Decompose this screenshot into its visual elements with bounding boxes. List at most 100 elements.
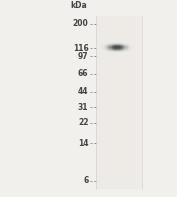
Bar	[122, 44, 123, 45]
Bar	[131, 48, 132, 49]
Bar	[106, 49, 107, 50]
Bar	[122, 52, 123, 53]
Bar	[129, 42, 130, 43]
Bar	[110, 47, 112, 48]
Bar	[135, 49, 136, 50]
Bar	[113, 43, 114, 44]
Bar	[106, 40, 107, 41]
Bar	[125, 52, 127, 53]
Bar	[121, 52, 122, 53]
Bar	[119, 46, 120, 47]
Bar	[127, 45, 128, 46]
Bar	[124, 53, 125, 54]
Bar	[134, 46, 135, 47]
Bar	[105, 40, 106, 41]
Bar	[114, 51, 115, 52]
Bar	[130, 53, 131, 54]
Bar	[99, 47, 100, 48]
Bar	[128, 45, 129, 46]
Bar	[100, 48, 101, 49]
Bar	[114, 54, 115, 55]
Bar	[129, 46, 130, 47]
Bar	[109, 53, 110, 54]
Bar	[115, 50, 116, 51]
Bar	[120, 47, 121, 48]
Bar	[136, 46, 137, 47]
Bar	[129, 49, 130, 50]
Bar	[130, 50, 131, 51]
Bar	[96, 47, 97, 48]
Bar	[108, 51, 109, 52]
Bar	[131, 49, 132, 50]
Bar	[100, 47, 101, 48]
Bar	[123, 45, 124, 46]
Bar	[135, 50, 136, 51]
Bar	[132, 44, 133, 45]
Bar	[125, 44, 127, 45]
Bar	[106, 47, 107, 48]
Bar	[131, 52, 132, 53]
Bar	[101, 50, 102, 51]
Bar	[137, 49, 138, 50]
Bar	[106, 52, 107, 53]
Bar	[139, 47, 141, 48]
Bar	[115, 42, 116, 43]
Bar	[101, 42, 102, 43]
Bar	[109, 52, 110, 53]
Bar	[121, 44, 122, 45]
Bar	[132, 46, 133, 47]
Bar	[128, 42, 129, 43]
Bar	[105, 41, 106, 42]
Bar	[102, 42, 104, 43]
Bar	[108, 52, 109, 53]
Bar	[124, 50, 125, 51]
Bar	[114, 47, 115, 48]
Bar	[118, 54, 119, 55]
Bar	[121, 40, 122, 41]
Bar	[101, 44, 102, 45]
Bar	[114, 40, 115, 41]
Bar	[136, 45, 137, 46]
Bar	[134, 49, 135, 50]
Bar	[104, 43, 105, 44]
Bar	[118, 44, 119, 45]
Bar	[99, 43, 100, 44]
Bar	[115, 46, 116, 47]
Bar	[118, 49, 119, 50]
Bar	[121, 51, 122, 52]
Bar	[115, 54, 116, 55]
Bar	[120, 49, 121, 50]
Bar	[122, 54, 123, 55]
Bar	[113, 51, 114, 52]
Bar	[130, 51, 131, 52]
Bar	[99, 42, 100, 43]
Bar	[102, 44, 104, 45]
Bar	[113, 45, 114, 46]
Bar	[122, 47, 123, 48]
Bar	[118, 48, 119, 49]
Bar	[121, 41, 122, 42]
Bar	[114, 43, 115, 44]
Bar	[128, 48, 129, 49]
Bar	[101, 49, 102, 50]
Bar	[124, 49, 125, 50]
Text: 200: 200	[73, 20, 88, 28]
Bar	[107, 54, 108, 55]
Bar	[102, 43, 104, 44]
Bar	[112, 52, 113, 53]
Bar	[115, 44, 116, 45]
Bar	[124, 47, 125, 48]
Bar	[101, 51, 102, 52]
Bar	[131, 41, 132, 42]
Bar	[128, 44, 129, 45]
Bar	[136, 43, 137, 44]
Bar	[110, 53, 112, 54]
Bar	[129, 41, 130, 42]
Bar	[121, 43, 122, 44]
Bar	[115, 41, 116, 42]
Bar	[108, 48, 109, 49]
Bar	[108, 47, 109, 48]
Bar	[105, 45, 106, 46]
Bar	[109, 54, 110, 55]
Bar	[129, 50, 130, 51]
